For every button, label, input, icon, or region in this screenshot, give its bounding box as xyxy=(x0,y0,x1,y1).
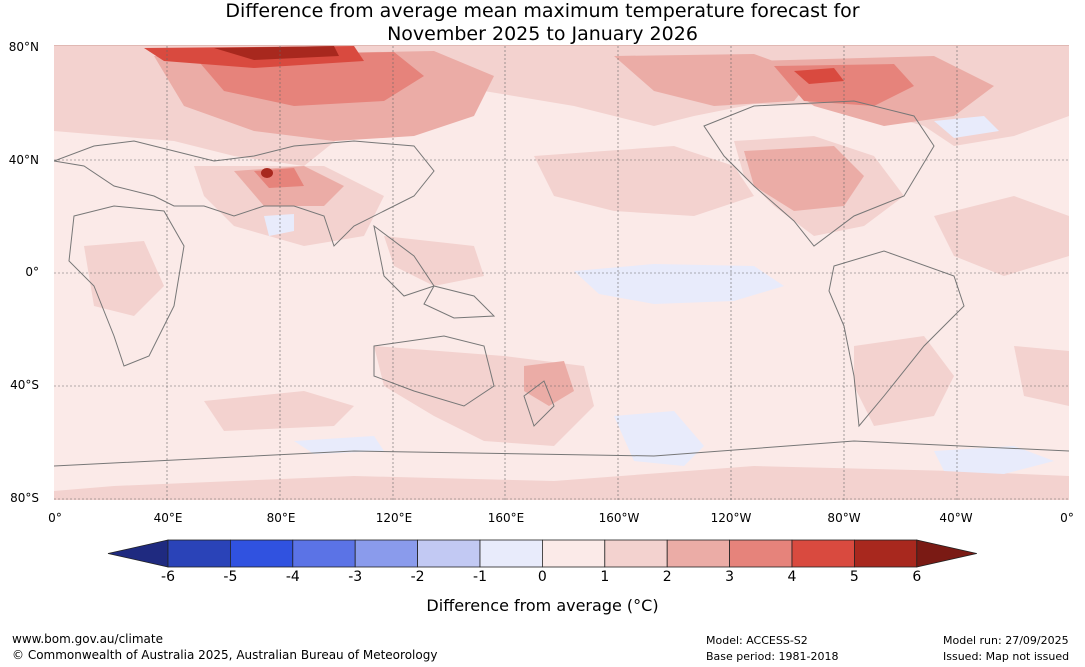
colorbar-label: Difference from average (°C) xyxy=(426,596,659,615)
colorbar-swatch xyxy=(479,539,543,568)
colorbar-swatch xyxy=(604,539,668,568)
lat-label-80s: 80°S xyxy=(10,491,39,505)
footer-run-info: Model run: 27/09/2025 Issued: Map not is… xyxy=(943,633,1069,665)
title-line-1: Difference from average mean maximum tem… xyxy=(225,0,860,22)
anomaly-region-minus-1-to-0 xyxy=(264,116,1054,474)
lat-label-40n: 40°N xyxy=(8,153,39,167)
colorbar-tick-label: 3 xyxy=(725,569,735,585)
colorbar-tick-label: 6 xyxy=(912,569,922,585)
colorbar-swatch xyxy=(854,539,918,568)
colorbar-swatch xyxy=(229,539,294,568)
map-canvas xyxy=(54,46,1069,500)
colorbar-tick-label: -4 xyxy=(285,569,300,585)
colorbar-tick-label: 5 xyxy=(849,569,859,585)
lon-label-40e: 40°E xyxy=(153,511,183,525)
colorbar-tick-label: 0 xyxy=(537,569,547,585)
lat-label-80n: 80°N xyxy=(8,40,39,54)
colorbar-swatch xyxy=(354,539,419,568)
colorbar-tick-label: -5 xyxy=(223,569,238,585)
lon-label-40w: 40°W xyxy=(939,511,973,525)
colorbar-swatch xyxy=(292,539,356,568)
colorbar-tick-label: -3 xyxy=(348,569,363,585)
graticule xyxy=(54,46,1069,500)
anomaly-region-5-to-6 xyxy=(214,46,339,178)
lat-label-equator: 0° xyxy=(25,265,39,279)
temperature-anomaly-map xyxy=(54,45,1069,500)
map-title: Difference from average mean maximum tem… xyxy=(0,0,1085,46)
footer-copyright: © Commonwealth of Australia 2025, Austra… xyxy=(12,648,438,662)
lon-label-80w: 80°W xyxy=(827,511,861,525)
lat-label-40s: 40°S xyxy=(10,378,39,392)
footer-model-info: Model: ACCESS-S2 Base period: 1981-2018 xyxy=(706,633,838,665)
colorbar-extend-high xyxy=(916,539,977,568)
colorbar-swatch xyxy=(729,539,793,568)
colorbar-swatch xyxy=(666,539,731,568)
colorbar-swatch xyxy=(542,539,606,568)
title-line-2: November 2025 to January 2026 xyxy=(387,23,698,45)
footer-model-run: Model run: 27/09/2025 xyxy=(943,634,1069,647)
colorbar xyxy=(107,539,977,568)
colorbar-swatch xyxy=(417,539,481,568)
lon-label-80e: 80°E xyxy=(266,511,296,525)
coastlines xyxy=(54,100,1069,467)
colorbar-tick-label: 2 xyxy=(662,569,672,585)
footer-url: www.bom.gov.au/climate xyxy=(12,632,163,646)
colorbar-tick-label: -2 xyxy=(410,569,425,585)
colorbar-tick-label: 4 xyxy=(787,569,797,585)
colorbar-tick-label: -6 xyxy=(161,569,175,585)
footer-left: www.bom.gov.au/climate © Commonwealth of… xyxy=(12,631,437,663)
lon-label-120e: 120°E xyxy=(375,511,413,525)
colorbar-tick-label: -1 xyxy=(473,569,487,585)
footer-issued: Issued: Map not issued xyxy=(943,650,1070,663)
lon-label-160e: 160°E xyxy=(487,511,525,525)
footer-base-period: Base period: 1981-2018 xyxy=(706,650,839,663)
lon-label-0-right: 0° xyxy=(1060,511,1074,525)
colorbar-extend-low xyxy=(107,539,169,568)
colorbar-swatch xyxy=(167,539,231,568)
lon-label-160w: 160°W xyxy=(598,511,640,525)
lon-label-120w: 120°W xyxy=(710,511,752,525)
colorbar-swatch xyxy=(791,539,855,568)
colorbar-tick-label: 1 xyxy=(600,569,610,585)
footer-model: Model: ACCESS-S2 xyxy=(706,634,808,647)
lon-label-0-left: 0° xyxy=(48,511,62,525)
